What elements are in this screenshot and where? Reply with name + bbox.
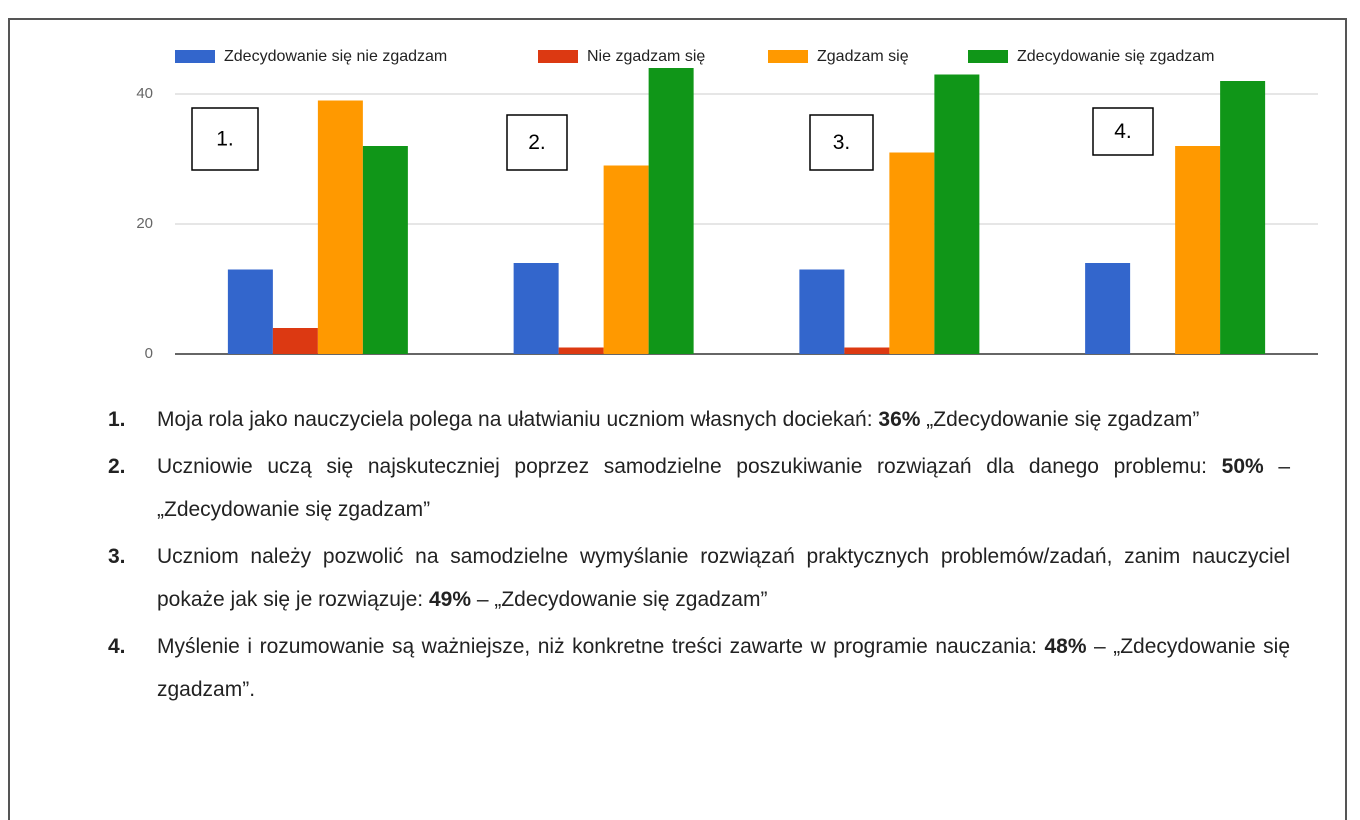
annotation-box: 4. (1092, 107, 1154, 156)
findings-list: 1. Moja rola jako nauczyciela polega na u… (108, 398, 1290, 715)
annotation-label: 1. (216, 128, 234, 151)
bar (272, 328, 318, 354)
legend-swatch (768, 50, 808, 63)
annotation-box: 2. (506, 114, 568, 171)
chart: 0 20 40 Zdecydowanie się nie zgadzam Nie zga… (136, 48, 1318, 362)
item-percent: 49% (428, 588, 471, 611)
legend-swatch (968, 50, 1008, 63)
legend-label: Zdecydowanie się nie zgadzam (224, 48, 447, 65)
item-percent: 50% (1221, 455, 1264, 478)
bar (558, 347, 604, 354)
annotation-frame (809, 114, 874, 171)
item-number: 3. (108, 545, 126, 568)
item-text: Moja rola jako nauczyciela polega na uła… (157, 408, 879, 431)
y-tick-label: 20 (136, 215, 153, 232)
bar (362, 146, 408, 354)
item-percent: 48% (1044, 635, 1087, 658)
y-tick-label: 40 (136, 85, 153, 102)
item-text: Myślenie i rozumowanie są ważniejsze, ni… (157, 635, 1045, 658)
bar (1085, 263, 1131, 354)
item-number: 2. (108, 455, 126, 478)
item-text: Uczniowie uczą się najskuteczniej poprze… (157, 455, 1222, 478)
item-number: 4. (108, 635, 126, 658)
item-tail: – „Zdecydowanie się zgadzam” (157, 455, 1290, 521)
annotation-label: 3. (833, 131, 851, 154)
annotation-box: 3. (809, 114, 874, 171)
annotation-label: 4. (1114, 120, 1132, 143)
list-item: 1. Moja rola jako nauczyciela polega na u… (108, 398, 1290, 441)
bar (648, 68, 694, 354)
bar (844, 347, 890, 354)
legend-swatch (538, 50, 578, 63)
annotation-frame (191, 107, 259, 171)
legend-label: Nie zgadzam się (587, 48, 705, 65)
bar (1220, 81, 1266, 354)
annotation-box: 1. (191, 107, 259, 171)
list-item: 3. Uczniom należy pozwolić na samodzielne… (108, 535, 1290, 621)
bar (889, 152, 935, 354)
bar (1175, 146, 1221, 354)
item-percent: 36% (878, 408, 921, 431)
list-item: 2. Uczniowie uczą się najskuteczniej popr… (108, 445, 1290, 531)
item-number: 1. (108, 408, 126, 431)
legend-label: Zgadzam się (817, 48, 909, 65)
list-item: 4. Myślenie i rozumowanie są ważniejsze, … (108, 625, 1290, 711)
y-tick-label: 0 (145, 345, 153, 362)
bar (317, 100, 363, 354)
bar (799, 269, 845, 354)
bar (513, 263, 559, 354)
annotation-label: 2. (528, 131, 546, 154)
item-tail: – „Zdecydowanie się zgadzam” (471, 588, 768, 611)
item-tail: – „Zdecydowanie się zgadzam”. (157, 635, 1290, 701)
annotation-frame (506, 114, 568, 171)
bar (934, 74, 980, 354)
item-tail: „Zdecydowanie się zgadzam” (920, 408, 1200, 431)
bar (603, 165, 649, 354)
frame (8, 18, 1347, 820)
legend-swatch (175, 50, 215, 63)
legend-label: Zdecydowanie się zgadzam (1017, 48, 1214, 65)
bar (227, 269, 273, 354)
item-text: Uczniom należy pozwolić na samodzielne w… (157, 545, 1290, 611)
annotation-frame (1092, 107, 1154, 156)
